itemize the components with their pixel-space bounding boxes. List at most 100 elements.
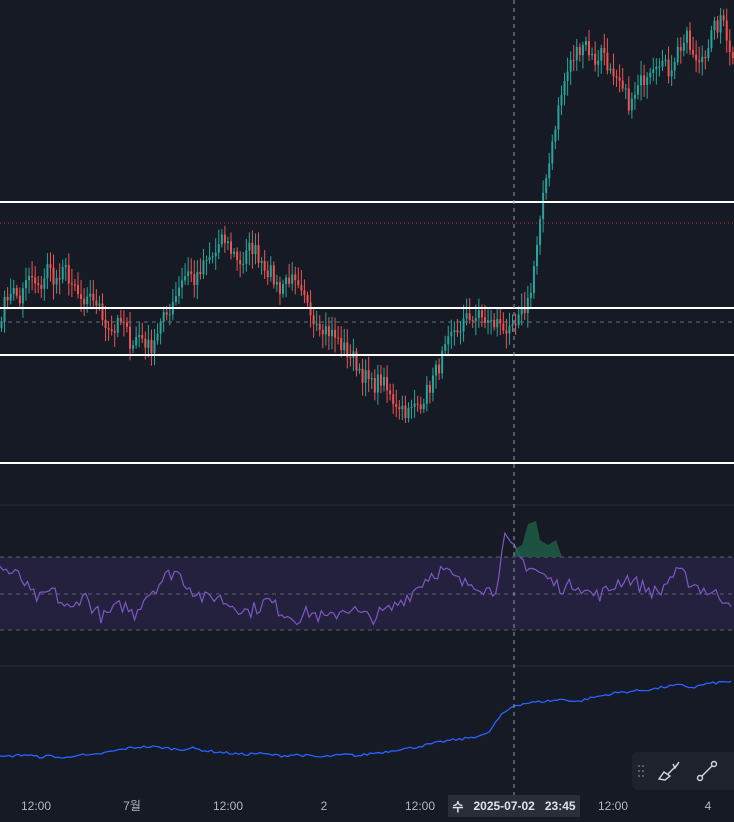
candle-body bbox=[471, 320, 474, 322]
candle-body bbox=[190, 271, 193, 274]
candle-body bbox=[343, 342, 346, 351]
candle-body bbox=[523, 307, 526, 314]
candle-body bbox=[560, 94, 563, 106]
candle-body bbox=[404, 405, 407, 419]
candle-body bbox=[285, 277, 288, 285]
candle-body bbox=[251, 242, 254, 255]
candle-body bbox=[704, 56, 707, 59]
candle-body bbox=[141, 334, 144, 339]
candle-body bbox=[294, 274, 297, 281]
candle-body bbox=[0, 321, 3, 328]
candle-body bbox=[321, 329, 324, 335]
trendline-icon bbox=[696, 760, 718, 782]
candle-body bbox=[358, 368, 361, 371]
candle-body bbox=[520, 307, 523, 315]
candle-body bbox=[545, 178, 548, 193]
candle-body bbox=[480, 310, 483, 318]
candle-body bbox=[444, 344, 447, 351]
candle-body bbox=[312, 315, 315, 325]
candle-body bbox=[419, 404, 422, 410]
candle-body bbox=[685, 30, 688, 43]
candle-body bbox=[300, 285, 303, 291]
candle-body bbox=[490, 319, 493, 321]
candle-body bbox=[633, 94, 636, 99]
candle-body bbox=[578, 46, 581, 56]
candle-body bbox=[456, 330, 459, 333]
trendline-tool-button[interactable] bbox=[688, 752, 726, 790]
candle-body bbox=[450, 331, 453, 337]
candle-body bbox=[144, 338, 147, 348]
time-axis-label: 12:00 bbox=[598, 799, 628, 813]
candle-body bbox=[260, 260, 263, 263]
candle-body bbox=[9, 293, 12, 301]
candle-body bbox=[18, 295, 21, 304]
candle-body bbox=[73, 284, 76, 286]
candle-body bbox=[517, 314, 520, 325]
candle-body bbox=[177, 287, 180, 297]
cumulative-line bbox=[0, 680, 732, 759]
candle-body bbox=[355, 351, 358, 371]
candle-body bbox=[214, 252, 217, 257]
brush-tool-button[interactable] bbox=[650, 752, 688, 790]
candle-body bbox=[612, 68, 615, 77]
candle-body bbox=[649, 72, 652, 78]
candle-body bbox=[474, 318, 477, 322]
candle-body bbox=[431, 375, 434, 393]
candle-body bbox=[269, 265, 272, 278]
candle-body bbox=[315, 323, 318, 325]
candle-body bbox=[119, 317, 122, 322]
candle-body bbox=[652, 69, 655, 73]
candle-body bbox=[349, 357, 352, 359]
candle-body bbox=[630, 98, 633, 111]
horizontal-levels[interactable] bbox=[0, 201, 734, 464]
candle-body bbox=[722, 15, 725, 21]
candle-body bbox=[196, 271, 199, 285]
candle-body bbox=[710, 30, 713, 49]
candle-body bbox=[373, 378, 376, 393]
candle-body bbox=[346, 342, 349, 358]
candle-body bbox=[132, 345, 135, 349]
candle-body bbox=[493, 319, 496, 328]
candle-body bbox=[422, 403, 425, 410]
candle-body bbox=[116, 317, 119, 333]
cumulative-pane bbox=[0, 680, 732, 759]
candle-body bbox=[591, 53, 594, 56]
candle-body bbox=[689, 30, 691, 51]
oscillator-band-fill bbox=[0, 557, 734, 630]
candle-body bbox=[86, 296, 89, 305]
candle-body bbox=[584, 40, 587, 46]
candle-body bbox=[3, 296, 6, 322]
candle-body bbox=[291, 274, 294, 284]
candle-body bbox=[337, 337, 340, 339]
candle-body bbox=[483, 317, 486, 323]
candle-body bbox=[719, 15, 722, 33]
candle-body bbox=[129, 326, 132, 349]
candle-body bbox=[70, 283, 73, 285]
candle-body bbox=[548, 163, 551, 179]
candle-body bbox=[306, 294, 309, 303]
candle-body bbox=[643, 75, 646, 86]
candle-body bbox=[627, 88, 630, 111]
candle-body bbox=[174, 296, 177, 302]
candle-body bbox=[181, 280, 184, 288]
candle-body bbox=[150, 339, 153, 354]
candle-body bbox=[101, 303, 104, 320]
candle-body bbox=[125, 322, 128, 327]
candle-body bbox=[557, 105, 560, 130]
candle-body bbox=[376, 374, 379, 393]
candle-body bbox=[435, 364, 438, 376]
candle-body bbox=[211, 256, 214, 258]
candle-body bbox=[465, 313, 468, 319]
candle-body bbox=[462, 318, 465, 332]
drag-handle-icon[interactable] bbox=[632, 764, 650, 778]
time-axis-label: 12:00 bbox=[21, 799, 51, 813]
candles bbox=[0, 7, 734, 424]
candle-body bbox=[220, 234, 223, 245]
candle-body bbox=[725, 20, 728, 41]
candle-body bbox=[58, 278, 61, 280]
candle-body bbox=[202, 260, 205, 275]
candle-body bbox=[165, 312, 168, 315]
candle-body bbox=[327, 326, 330, 337]
